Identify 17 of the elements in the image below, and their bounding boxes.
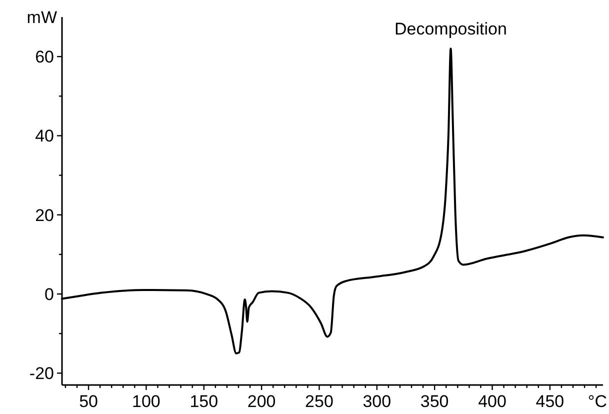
y-axis-title: mW [26,8,57,27]
y-tick-label: 0 [44,284,54,304]
x-tick-label: 100 [132,392,160,411]
y-tick-label: 20 [35,206,54,225]
x-tick-label: 200 [247,392,276,411]
x-tick-label: 150 [190,392,218,411]
x-tick-label: 400 [478,392,506,411]
annotation: Decomposition [394,20,507,39]
x-tick-label: 300 [362,392,392,411]
x-tick-label: 250 [305,392,334,411]
x-axis-title: °C [588,392,607,411]
y-tick-label: -20 [29,364,54,384]
x-tick-label: 350 [420,392,449,411]
y-tick-label: 60 [35,48,54,67]
x-tick-label: 450 [536,392,564,411]
x-tick-label: 50 [79,392,98,411]
y-tick-label: 40 [35,126,54,146]
